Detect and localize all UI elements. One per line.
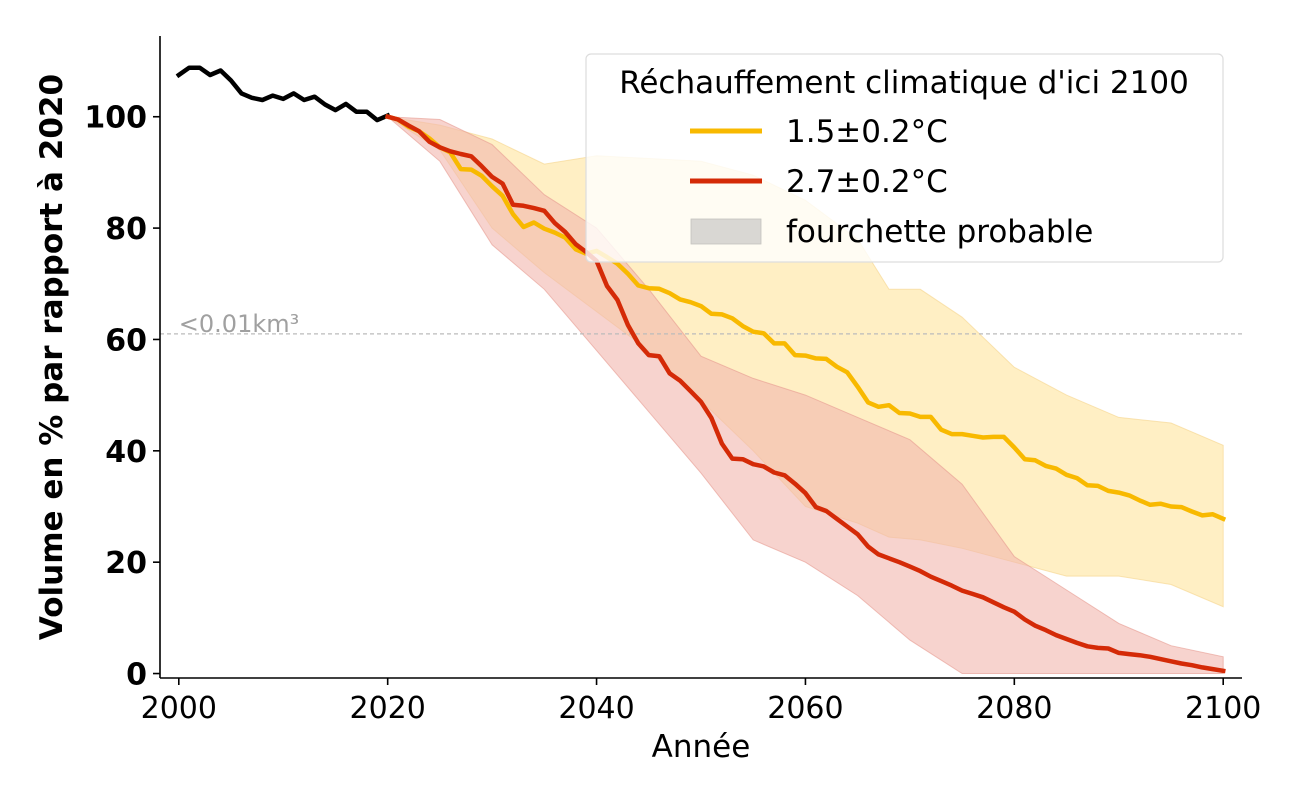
legend-box xyxy=(585,53,1224,263)
x-tick-label: 2000 xyxy=(141,691,217,726)
legend-swatch-range xyxy=(690,218,762,245)
x-ticks: 2000 2020 2040 2060 2080 2100 xyxy=(141,678,1261,726)
x-tick-label: 2020 xyxy=(349,691,425,726)
legend: Réchauffement climatique d'ici 2100 1.5±… xyxy=(585,53,1224,263)
x-tick-label: 2060 xyxy=(767,691,843,726)
line-1-5c xyxy=(384,113,1227,522)
x-tick-label: 2080 xyxy=(976,691,1052,726)
historical-line xyxy=(175,65,391,123)
y-ticks: 0 20 40 60 80 100 xyxy=(84,101,160,693)
y-tick-label: 100 xyxy=(84,101,147,136)
x-tick-label: 2100 xyxy=(1185,691,1261,726)
x-axis-label: Année xyxy=(652,729,751,765)
legend-label-low: 1.5±0.2°C xyxy=(786,114,948,150)
series-lines xyxy=(175,65,1227,674)
y-tick-label: 80 xyxy=(105,212,147,247)
line-2-7c xyxy=(384,113,1226,674)
x-tick-label: 2040 xyxy=(558,691,634,726)
y-tick-label: 60 xyxy=(105,323,147,358)
threshold-reference: <0.01km³ xyxy=(160,310,1242,338)
legend-title: Réchauffement climatique d'ici 2100 xyxy=(619,65,1189,101)
legend-label-range: fourchette probable xyxy=(786,214,1093,250)
axes xyxy=(159,36,1242,679)
y-tick-label: 0 xyxy=(126,658,147,693)
y-tick-label: 40 xyxy=(105,435,147,470)
y-tick-label: 20 xyxy=(105,546,147,581)
y-axis-label: Volume en % par rapport à 2020 xyxy=(34,74,70,640)
legend-label-high: 2.7±0.2°C xyxy=(786,164,948,200)
threshold-annotation: <0.01km³ xyxy=(179,310,299,338)
